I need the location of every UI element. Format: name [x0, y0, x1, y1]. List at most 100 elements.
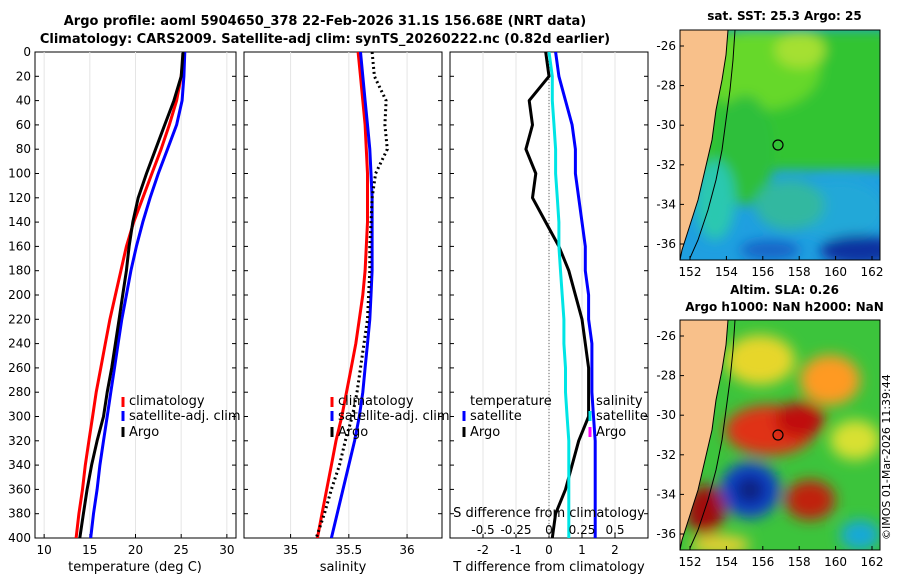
- series-line-t-satellite: [554, 52, 597, 538]
- legend-label-s-argo: Argo: [596, 425, 626, 440]
- map-lat-label: -36: [656, 237, 676, 251]
- map-lon-label: 162: [861, 265, 884, 279]
- x2-tick-label: -0.25: [500, 523, 531, 537]
- x-tick-label: 1: [578, 543, 586, 557]
- difference-panel: -2 -1 0 1 2 T difference from climatology S …: [450, 51, 648, 575]
- map-lat-label: -30: [656, 118, 676, 132]
- legend-label-satellite: satellite-adj. clim: [129, 409, 241, 424]
- map-lat-label: -28: [656, 79, 676, 93]
- sst-argo-marker: [772, 139, 784, 151]
- legend-label-salinity: salinity: [596, 394, 643, 409]
- x-tick-label: 35.5: [335, 543, 362, 557]
- difference-xlabel: T difference from climatology: [452, 560, 645, 575]
- map-lat-label: -32: [656, 448, 676, 462]
- x-tick-label: 10: [36, 543, 51, 557]
- x2-tick-label: 0.25: [569, 523, 596, 537]
- y-tick-label: 20: [16, 69, 31, 83]
- map-lat-label: -28: [656, 369, 676, 383]
- x2-tick-label: 0: [545, 523, 553, 537]
- y-tick-label: 120: [8, 191, 31, 205]
- sst-land: [680, 30, 729, 260]
- temperature-xlabel: temperature (deg C): [68, 560, 202, 575]
- sst-map-title: sat. SST: 25.3 Argo: 25: [707, 9, 862, 23]
- x-tick-label: 2: [611, 543, 619, 557]
- x-tick-label: 30: [219, 543, 234, 557]
- series-line-climatology: [74, 52, 186, 538]
- map-lon-label: 154: [715, 555, 738, 569]
- map-lon-label: 154: [715, 265, 738, 279]
- y-tick-label: 40: [16, 94, 31, 108]
- x-tick-label: -2: [477, 543, 489, 557]
- legend-label-argo: Argo: [129, 425, 159, 440]
- y-tick-label: 360: [8, 482, 31, 496]
- y-tick-label: 80: [16, 142, 31, 156]
- temperature-panel: 10 15 20 25 300 20 40 60 80 100 120 140 160 180 200 220…: [8, 45, 241, 575]
- map-lat-label: -26: [656, 39, 676, 53]
- chart-title-line1: Argo profile: aoml 5904650_378 22-Feb-20…: [63, 14, 587, 29]
- map-lon-label: 156: [751, 555, 774, 569]
- y-tick-label: 140: [8, 215, 31, 229]
- map-lon-label: 162: [861, 555, 884, 569]
- series-line-satellite-adj-clim: [89, 52, 187, 538]
- y-tick-label: 380: [8, 507, 31, 521]
- y-tick-label: 260: [8, 361, 31, 375]
- map-lon-label: 152: [679, 555, 702, 569]
- x2-tick-label: 0.5: [605, 523, 624, 537]
- map-lon-label: 158: [788, 555, 811, 569]
- chart-title-line2: Climatology: CARS2009. Satellite-adj cli…: [39, 32, 611, 47]
- y-tick-label: 200: [8, 288, 31, 302]
- map-lat-label: -26: [656, 329, 676, 343]
- salinity-xlabel: salinity: [320, 560, 367, 575]
- legend-label-t-argo: Argo: [470, 425, 500, 440]
- map-lon-label: 160: [824, 555, 847, 569]
- map-lat-label: -34: [656, 197, 676, 211]
- salinity-legend: climatology satellite-adj. clim Argo: [330, 394, 450, 440]
- difference-x2label: S difference from climatology: [453, 506, 645, 521]
- series-line-argo: [78, 52, 185, 538]
- legend-label-climatology: climatology: [338, 394, 414, 409]
- y-tick-label: 60: [16, 118, 31, 132]
- x-tick-label: 36: [399, 543, 414, 557]
- series-line-t-argo: [524, 52, 591, 538]
- map-lat-label: -32: [656, 158, 676, 172]
- y-tick-label: 160: [8, 239, 31, 253]
- x-tick-label: 20: [128, 543, 143, 557]
- map-lat-label: -36: [656, 527, 676, 541]
- timestamp-stamp: ©IMOS 01-Mar-2026 11:39:44: [880, 374, 893, 540]
- y-tick-label: 220: [8, 312, 31, 326]
- y-tick-label: 180: [8, 264, 31, 278]
- map-lon-label: 160: [824, 265, 847, 279]
- temperature-legend: climatology satellite-adj. clim Argo: [121, 394, 241, 440]
- series-line-satellite-adj-clim: [329, 52, 374, 538]
- sst-isobath: [689, 30, 736, 259]
- y-tick-label: 240: [8, 337, 31, 351]
- sla-field: [685, 335, 880, 550]
- x2-tick-label: -0.5: [471, 523, 494, 537]
- sla-argo-marker: [772, 429, 784, 441]
- difference-legend-right: salinity satellite Argo: [588, 394, 648, 440]
- legend-label-t-satellite: satellite: [470, 409, 522, 424]
- sla-map-title-line1: Altim. SLA: 0.26: [730, 283, 839, 297]
- legend-label-climatology: climatology: [129, 394, 205, 409]
- y-tick-label: 400: [8, 531, 31, 545]
- y-tick-label: 100: [8, 167, 31, 181]
- series-line-s-satellite: [547, 52, 571, 538]
- difference-legend-left: temperature satellite Argo: [462, 394, 552, 440]
- difference-x2ticks: -0.5 -0.25 0 0.25 0.5: [471, 523, 624, 537]
- legend-label-satellite: satellite-adj. clim: [338, 409, 450, 424]
- x-tick-label: 15: [82, 543, 97, 557]
- map-lon-label: 152: [679, 265, 702, 279]
- sla-isobath: [689, 320, 736, 549]
- x-tick-label: -1: [510, 543, 522, 557]
- x-tick-label: 25: [174, 543, 189, 557]
- legend-label-s-satellite: satellite: [596, 409, 648, 424]
- x-tick-label: 0: [545, 543, 553, 557]
- legend-label-temperature: temperature: [470, 394, 552, 409]
- map-lon-label: 156: [751, 265, 774, 279]
- y-tick-label: 300: [8, 410, 31, 424]
- sla-map-title-line2: Argo h1000: NaN h2000: NaN: [685, 300, 884, 314]
- sla-land: [680, 320, 729, 550]
- map-lat-label: -30: [656, 408, 676, 422]
- y-tick-label: 340: [8, 458, 31, 472]
